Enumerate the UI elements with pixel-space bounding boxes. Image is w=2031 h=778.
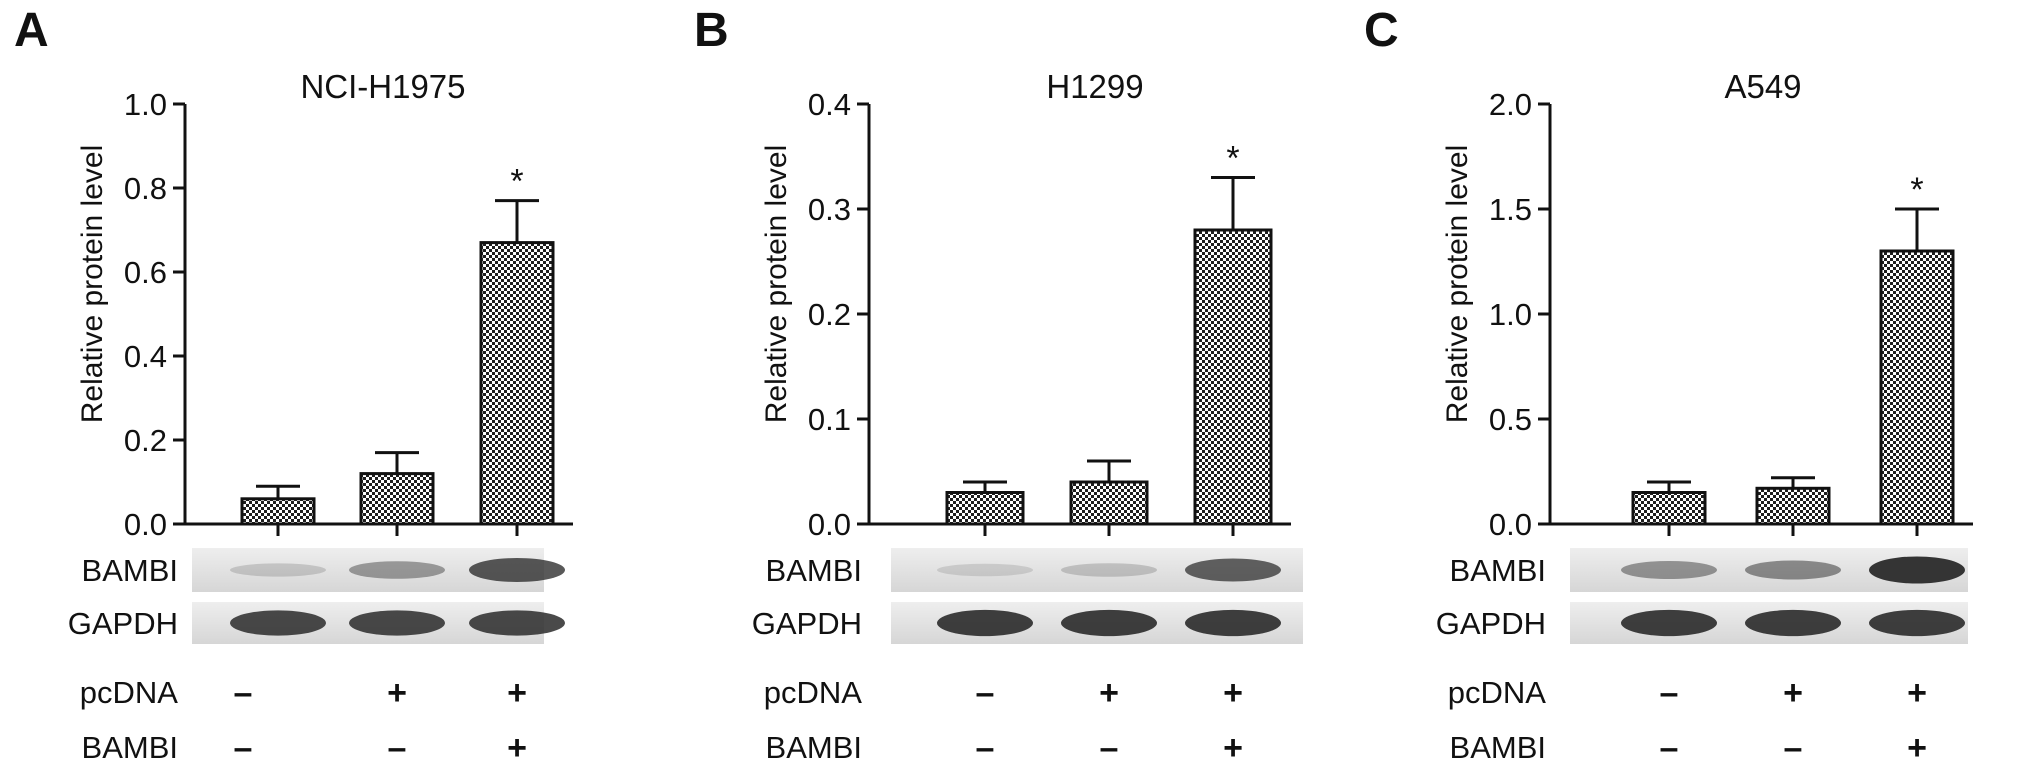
blot-bambi-band bbox=[349, 561, 445, 579]
blot-gapdh-label: GAPDH bbox=[68, 606, 178, 641]
y-tick-label: 0.4 bbox=[808, 87, 851, 122]
blot-gapdh-band bbox=[937, 609, 1033, 637]
treatment-mark: – bbox=[234, 674, 253, 712]
blot-bambi-band bbox=[1621, 560, 1717, 580]
treatment-mark: + bbox=[1223, 674, 1243, 712]
treatment-mark: + bbox=[507, 729, 527, 767]
y-tick-label: 0.8 bbox=[124, 171, 167, 206]
treatment-label: BAMBI bbox=[1450, 730, 1546, 765]
treatment-label: pcDNA bbox=[80, 675, 179, 710]
panel-letter: C bbox=[1364, 4, 1399, 57]
blot-bambi-band bbox=[1185, 558, 1281, 582]
treatment-mark: – bbox=[1100, 729, 1119, 767]
y-tick-label: 0.6 bbox=[124, 255, 167, 290]
bar bbox=[1069, 480, 1149, 526]
treatment-mark: – bbox=[976, 729, 995, 767]
blot-gapdh-band bbox=[1869, 609, 1965, 637]
y-tick-label: 0.2 bbox=[124, 423, 167, 458]
treatment-mark: – bbox=[388, 729, 407, 767]
panel-C: C A549 Relative protein level 0.0 0.5 1.0 1.5 2… bbox=[1364, 4, 1973, 767]
y-axis-label: Relative protein level bbox=[1441, 145, 1474, 423]
panel-A: A NCI-H1975 Relative protein level 0.0 0.2 0.… bbox=[14, 4, 573, 767]
bar bbox=[240, 497, 316, 526]
chart-title: H1299 bbox=[1046, 68, 1143, 105]
blot-bambi-band bbox=[937, 563, 1033, 577]
blot-bambi-band bbox=[469, 557, 565, 583]
y-tick-label: 0.2 bbox=[808, 297, 851, 332]
y-tick-label: 0.0 bbox=[808, 507, 851, 542]
y-tick-label: 0.0 bbox=[1489, 507, 1532, 542]
chart-title: A549 bbox=[1724, 68, 1801, 105]
blot-bambi-band bbox=[1745, 560, 1841, 580]
treatment-label: BAMBI bbox=[766, 730, 862, 765]
bar bbox=[945, 491, 1025, 526]
chart-title: NCI-H1975 bbox=[300, 68, 465, 105]
y-axis-label: Relative protein level bbox=[760, 145, 793, 423]
treatment-mark: + bbox=[1907, 729, 1927, 767]
treatment-mark: + bbox=[507, 674, 527, 712]
blot-bambi-band bbox=[1061, 563, 1157, 577]
blot-bambi-label: BAMBI bbox=[766, 553, 862, 588]
y-tick-label: 1.5 bbox=[1489, 192, 1532, 227]
bar bbox=[479, 241, 555, 526]
y-tick-label: 0.3 bbox=[808, 192, 851, 227]
treatment-label: pcDNA bbox=[764, 675, 863, 710]
treatment-mark: – bbox=[1660, 674, 1679, 712]
blot-gapdh-band bbox=[349, 610, 445, 636]
bar bbox=[1879, 249, 1955, 526]
y-tick-label: 0.5 bbox=[1489, 402, 1532, 437]
blot-gapdh-label: GAPDH bbox=[752, 606, 862, 641]
y-tick-label: 1.0 bbox=[1489, 297, 1532, 332]
blot-gapdh-band bbox=[230, 610, 326, 636]
blot-bambi-label: BAMBI bbox=[82, 553, 178, 588]
y-axis-label: Relative protein level bbox=[76, 145, 109, 423]
blot-bambi-band bbox=[1869, 556, 1965, 584]
bar bbox=[1755, 486, 1831, 526]
treatment-mark: + bbox=[1099, 674, 1119, 712]
panel-B: B H1299 Relative protein level 0.0 0.1 0.2 0.3… bbox=[694, 4, 1303, 767]
bar bbox=[1193, 228, 1273, 526]
blot-gapdh-band bbox=[1745, 609, 1841, 637]
y-tick-label: 1.0 bbox=[124, 87, 167, 122]
treatment-mark: + bbox=[1783, 674, 1803, 712]
significance-marker: * bbox=[1910, 171, 1923, 209]
bar bbox=[1631, 491, 1707, 526]
blot-bambi-band bbox=[230, 563, 326, 577]
blot-bambi-label: BAMBI bbox=[1450, 553, 1546, 588]
treatment-label: pcDNA bbox=[1448, 675, 1547, 710]
treatment-mark: + bbox=[1907, 674, 1927, 712]
blot-gapdh-label: GAPDH bbox=[1436, 606, 1546, 641]
significance-marker: * bbox=[1226, 140, 1239, 178]
blot-gapdh-band bbox=[469, 610, 565, 636]
panel-letter: A bbox=[14, 4, 49, 57]
blot-gapdh-band bbox=[1621, 609, 1717, 637]
treatment-mark: + bbox=[1223, 729, 1243, 767]
treatment-label: BAMBI bbox=[82, 730, 178, 765]
treatment-mark: – bbox=[234, 729, 253, 767]
treatment-mark: – bbox=[1784, 729, 1803, 767]
treatment-mark: – bbox=[976, 674, 995, 712]
y-tick-label: 2.0 bbox=[1489, 87, 1532, 122]
y-tick-label: 0.1 bbox=[808, 402, 851, 437]
y-tick-label: 0.0 bbox=[124, 507, 167, 542]
bar bbox=[359, 472, 435, 526]
y-tick-label: 0.4 bbox=[124, 339, 167, 374]
blot-gapdh-band bbox=[1185, 609, 1281, 637]
treatment-mark: + bbox=[387, 674, 407, 712]
panel-letter: B bbox=[694, 4, 729, 57]
treatment-mark: – bbox=[1660, 729, 1679, 767]
blot-gapdh-band bbox=[1061, 609, 1157, 637]
significance-marker: * bbox=[510, 163, 523, 201]
